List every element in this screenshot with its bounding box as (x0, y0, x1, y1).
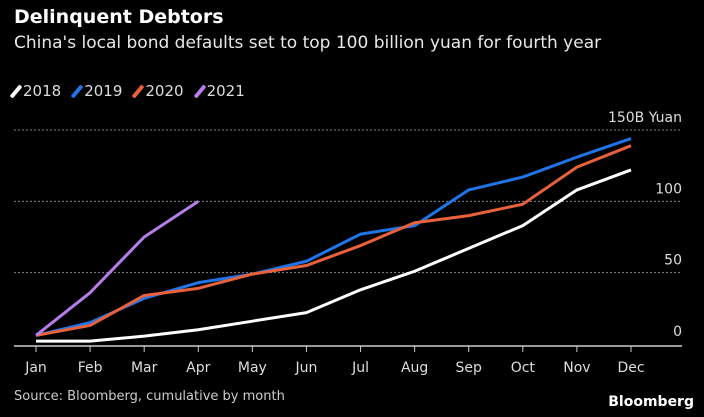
x-tick-label: Mar (131, 360, 158, 376)
legend-item-2019: 2019 (70, 82, 123, 100)
legend-label: 2018 (23, 82, 62, 100)
x-tick-label: Nov (563, 360, 590, 376)
legend: 2018 2019 2020 2021 (9, 82, 245, 100)
y-tick-label: 50 (664, 253, 682, 269)
y-tick-label: 150B Yuan (608, 110, 682, 126)
legend-item-2018: 2018 (9, 82, 62, 100)
legend-label: 2021 (206, 82, 245, 100)
bloomberg-logo: Bloomberg (608, 394, 694, 410)
x-tick-label: Apr (186, 360, 210, 376)
legend-label: 2020 (145, 82, 184, 100)
legend-item-2020: 2020 (132, 82, 184, 100)
series-line-2019 (35, 137, 632, 337)
series-line-2020 (35, 144, 632, 337)
chart-title: Delinquent Debtors (14, 6, 224, 28)
x-tick-label: Jul (351, 360, 369, 376)
chart-subtitle: China's local bond defaults set to top 1… (14, 33, 602, 53)
x-tick-label: Jun (295, 360, 318, 376)
legend-label: 2019 (84, 82, 123, 100)
series-line-2021 (35, 200, 200, 337)
x-tick-label: May (238, 360, 267, 376)
x-tick-label: Oct (511, 360, 536, 376)
legend-item-2021: 2021 (193, 82, 245, 100)
x-tick-label: Dec (617, 360, 644, 376)
x-tick-label: Sep (456, 360, 483, 376)
y-tick-label: 100 (655, 181, 682, 197)
source-note: Source: Bloomberg, cumulative by month (14, 389, 285, 404)
x-tick-label: Feb (78, 360, 103, 376)
x-tick-label: Jan (24, 360, 47, 376)
y-tick-label: 0 (673, 324, 682, 340)
x-tick-label: Aug (401, 360, 428, 376)
series-line-2018 (36, 168, 632, 343)
